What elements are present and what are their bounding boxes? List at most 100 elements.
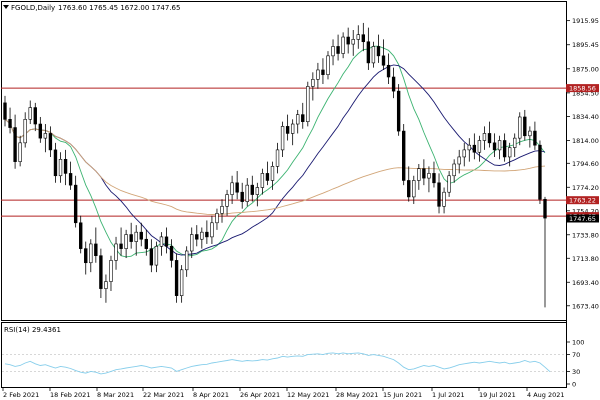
candle [376,34,381,63]
candle [210,215,214,244]
candle [13,114,17,169]
candle-body-bull [109,260,113,282]
candle-body-bull [154,245,159,266]
candle-body-bull [427,173,431,179]
candle-body-bull [296,114,300,125]
candle-body-bull [260,173,265,188]
price-tick-label: 1754.20 [572,207,599,215]
time-tick-label: 4 Aug 2021 [527,391,565,399]
price-tick-label: 1693.40 [572,279,599,287]
candle [371,41,376,68]
candle [477,135,482,162]
candle [124,229,128,259]
symbol-dropdown-icon[interactable] [3,5,9,9]
price-tick-label: 1915.95 [572,17,599,25]
candle-body-bull [417,168,421,181]
candle-body-bull [412,180,416,198]
candle [391,67,396,99]
candle-body-bull [447,175,451,193]
horizontal-levels [1,87,566,217]
candle-body-bull [280,126,285,151]
candle [452,159,456,183]
candle [23,112,27,148]
candle [149,239,154,273]
candle-body-bull [356,34,360,40]
candle-body-bear [119,243,123,249]
candle [230,175,234,204]
candle-body-bear [386,64,391,78]
candle-body-bear [402,130,406,181]
candle-body-bull [220,206,224,214]
candle-body-bear [543,198,547,219]
current-price-tag [566,214,599,223]
candle [240,182,244,209]
candle [129,222,133,249]
level-price-tag-label: 1763.22 [569,197,596,205]
candle-body-bull [159,236,164,247]
price-tick-label: 1713.80 [572,255,599,263]
candle [119,227,123,256]
candle [341,32,345,59]
candle-body-bull [18,142,22,162]
candle [8,107,12,134]
candle-body-bull [255,187,260,195]
rsi-tick-label: 100 [572,339,584,347]
candle-body-bull [28,107,32,120]
candle-body-bull [326,55,330,75]
symbol-label: FGOLD,Daily [11,4,55,12]
time-tick-label: 22 Mar 2021 [143,391,184,399]
candle [104,274,108,303]
candle [285,114,290,141]
candle [417,164,421,190]
candle-body-bull [462,149,466,158]
candle-body-bear [523,116,527,137]
candle [134,225,138,256]
candle-body-bear [361,34,366,43]
candle-body-bear [68,173,73,186]
current-price-tag-label: 1747.65 [569,215,596,223]
candle [407,166,411,202]
candle [58,152,63,183]
candle-body-bear [366,41,371,64]
candle-body-bull [124,234,128,249]
candle-body-bear [94,243,98,256]
price-tick-label: 1834.40 [572,113,599,121]
candle-body-bear [381,55,386,66]
candle [48,126,53,157]
candle-body-bear [174,260,179,296]
rsi-series: 100 70 30 0 [2,339,584,389]
candle-body-bear [533,130,537,146]
candle [386,53,391,85]
candle-body-bear [79,222,83,249]
candle-body-bear [265,173,270,181]
candle [205,220,209,244]
price-tick-label: 1794.60 [572,160,599,168]
candle [275,142,280,174]
candle-body-bull [210,222,214,238]
candle [487,121,492,148]
candle [3,95,7,127]
candle-body-bear [8,119,12,128]
candle [280,121,285,157]
candle-body-bull [482,133,487,141]
candle-body-bear [346,36,350,45]
candle-body-bear [144,238,148,249]
time-tick-label: 12 May 2021 [287,391,329,399]
candle [290,119,295,146]
candle [502,133,507,162]
candle [306,81,310,127]
candle [543,196,547,308]
price-tick-label: 1895.45 [572,41,599,49]
candle [270,161,275,190]
candle [346,27,350,54]
level-price-tag-label: 1858.56 [569,85,596,93]
candle-body-bear [396,90,401,132]
price-tick-label: 1733.80 [572,231,599,239]
candle [351,29,355,56]
candle [114,236,118,270]
time-tick-label: 26 Apr 2021 [240,391,280,399]
candle-body-bull [225,194,229,207]
candle [38,116,43,143]
candle [472,133,477,160]
